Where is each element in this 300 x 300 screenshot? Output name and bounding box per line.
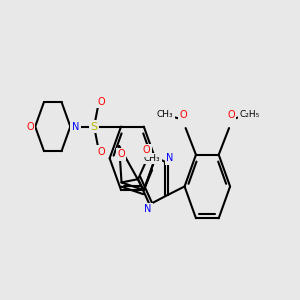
Text: N: N [144, 205, 151, 214]
Text: CH₃: CH₃ [144, 154, 160, 163]
Text: O: O [26, 122, 34, 132]
Text: O: O [142, 146, 150, 155]
Text: N: N [72, 122, 79, 132]
Text: O: O [117, 149, 125, 159]
Text: S: S [91, 122, 98, 132]
Text: O: O [227, 110, 235, 120]
Text: C₂H₅: C₂H₅ [240, 110, 260, 119]
Text: CH₃: CH₃ [157, 110, 173, 119]
Text: N: N [167, 154, 174, 164]
Text: O: O [180, 110, 188, 120]
Text: O: O [98, 147, 105, 157]
Text: O: O [98, 97, 105, 106]
